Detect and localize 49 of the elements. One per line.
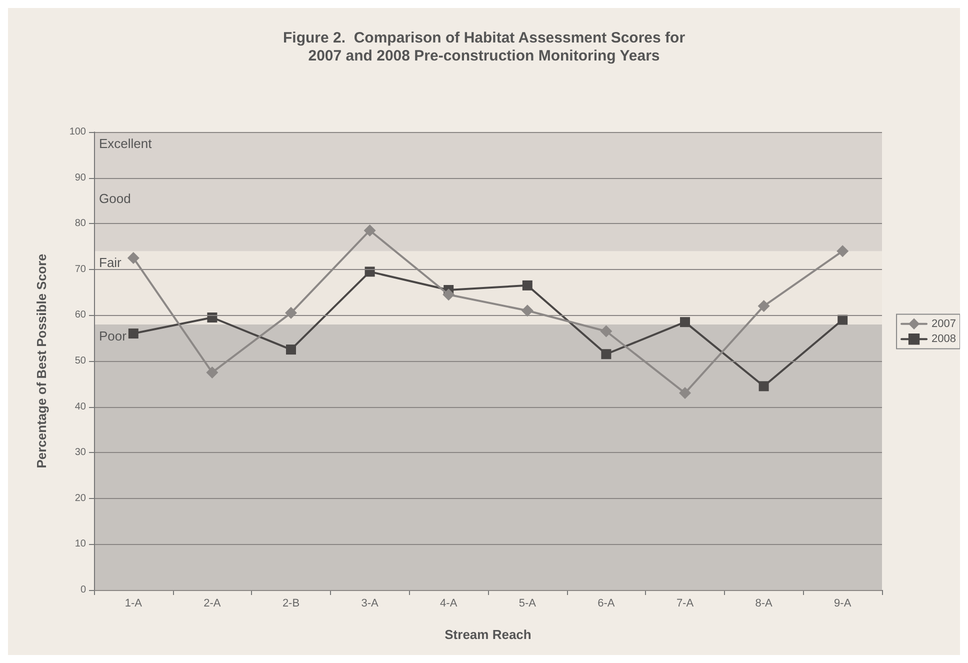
point: [285, 306, 297, 319]
point: [679, 387, 691, 400]
point: [758, 381, 769, 392]
point: [364, 224, 376, 236]
x-tick-label: 2-B: [282, 598, 300, 610]
point: [758, 300, 770, 312]
x-tick-label: 8-A: [755, 598, 774, 610]
band-label: Good: [99, 190, 131, 206]
y-tick-label: 40: [74, 401, 86, 412]
x-tick-label: 1-A: [124, 598, 143, 610]
y-tick-label: 30: [74, 447, 86, 458]
y-tick-label: 90: [74, 172, 86, 184]
point: [442, 288, 455, 301]
point: [680, 317, 690, 328]
y-tick-label: 20: [74, 492, 86, 504]
y-tick-label: 50: [74, 356, 86, 366]
point: [600, 325, 612, 338]
point: [522, 280, 532, 290]
x-tick-label: 7-A: [676, 598, 694, 610]
x-tick-label: 4-A: [440, 598, 458, 610]
point: [364, 266, 375, 277]
y-tick-label: 70: [74, 264, 86, 275]
band-label: Fair: [99, 255, 122, 270]
point: [838, 314, 848, 325]
x-tick-label: 2-A: [204, 598, 222, 610]
point: [207, 312, 218, 322]
y-tick-label: 0: [80, 584, 86, 596]
point: [128, 328, 138, 339]
y-axis-title: Percentage of Best Possible Score: [34, 254, 49, 468]
point: [836, 245, 849, 258]
x-tick-label: 6-A: [598, 598, 616, 610]
point: [521, 304, 534, 317]
y-tick-label: 80: [74, 218, 86, 230]
x-axis-title: Stream Reach: [444, 627, 532, 642]
x-tick-label: 5-A: [518, 598, 537, 610]
band-label: Poor: [99, 328, 128, 344]
point: [127, 252, 140, 264]
y-tick-label: 10: [74, 538, 86, 550]
point: [601, 349, 612, 360]
legend-label: 2008: [932, 333, 956, 346]
band-label: Excellent: [99, 136, 152, 151]
chart-title: Figure 2. Comparison of Habitat Assessment Scores for 2007 and 2008 Pre-construction Monitoring Years: [282, 30, 686, 64]
y-tick-label: 100: [69, 126, 86, 138]
point: [286, 344, 296, 355]
point: [206, 366, 218, 378]
legend-label: 2007: [932, 318, 956, 330]
x-tick-label: 9-A: [834, 598, 852, 610]
x-tick-label: 3-A: [361, 598, 380, 610]
y-tick-label: 60: [74, 310, 86, 321]
